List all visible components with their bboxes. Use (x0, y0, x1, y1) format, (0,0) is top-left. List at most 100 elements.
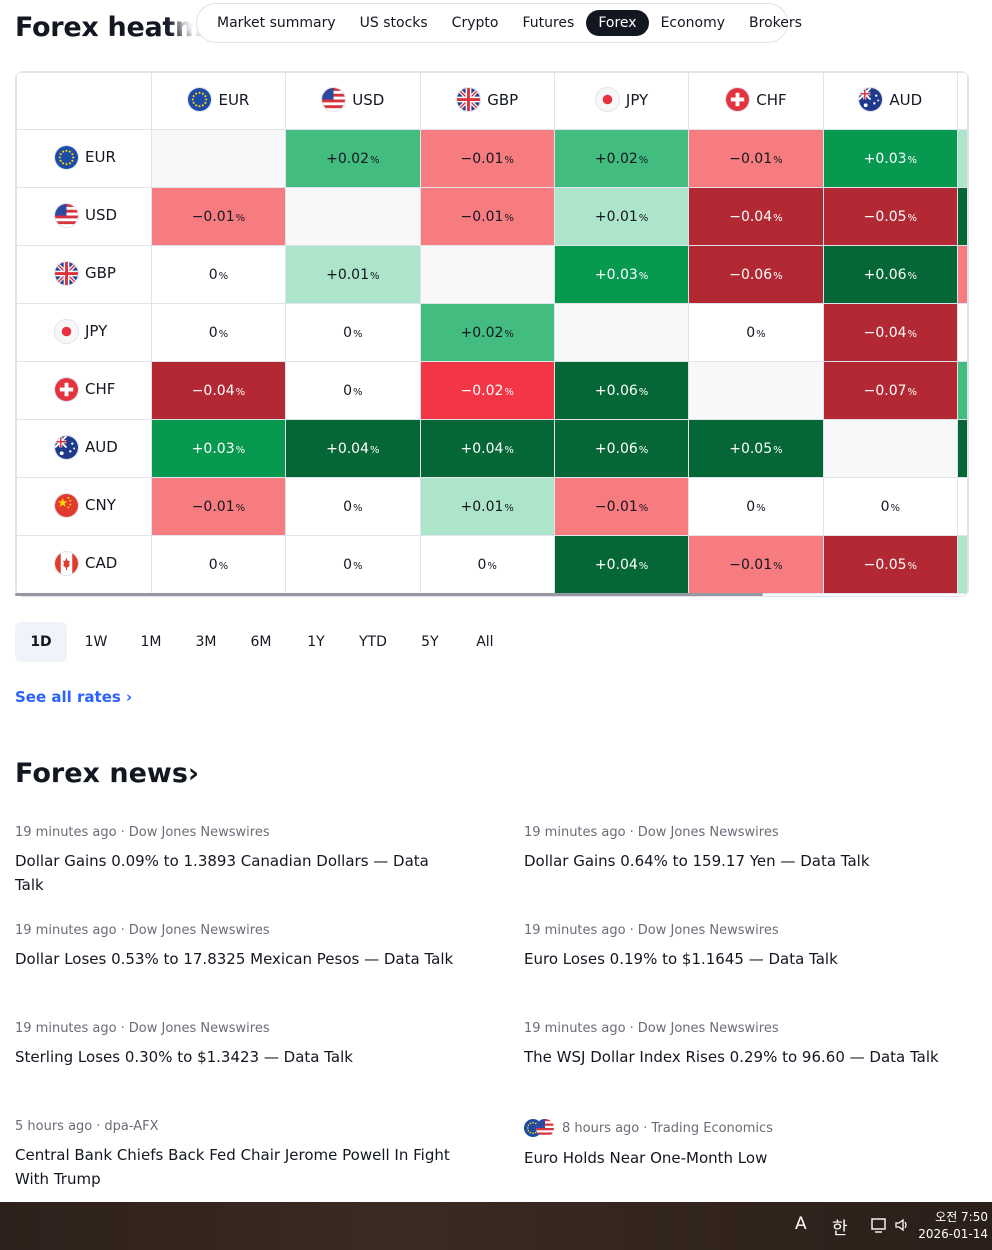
see-all-rates-link[interactable]: See all rates › (15, 688, 133, 706)
heatmap-cell[interactable]: +0.06% (553, 361, 690, 420)
forex-news-title[interactable]: Forex news› (15, 758, 200, 789)
period-1w[interactable]: 1W (84, 634, 108, 650)
heatmap-cell[interactable]: 0% (285, 303, 421, 362)
tab-futures[interactable]: Futures (522, 15, 575, 31)
news-headline[interactable]: Euro Loses 0.19% to $1.1645 — Data Talk (524, 950, 838, 968)
tab-economy[interactable]: Economy (660, 15, 726, 31)
heatmap-cell[interactable]: +0.05% (688, 419, 824, 478)
heatmap-cell[interactable]: −0.01% (419, 187, 555, 246)
heatmap-cell[interactable]: +0.03% (822, 129, 959, 188)
heatmap-cell[interactable]: 0% (822, 477, 959, 536)
system-clock[interactable]: 오전 7:50 2026-01-14 (918, 1209, 988, 1243)
news-item[interactable]: 19 minutes ago · Dow Jones Newswires Dollar… (15, 825, 455, 897)
heatmap-cell[interactable]: −0.05% (822, 187, 959, 246)
heatmap-cell[interactable]: −0.02% (419, 361, 555, 420)
heatmap-cell[interactable]: −0.01% (688, 535, 824, 594)
heatmap-cell[interactable]: +0.03% (150, 419, 287, 478)
heatmap-cell[interactable]: 0% (150, 245, 287, 304)
heatmap-cell[interactable]: −0.05% (822, 535, 959, 594)
period-1d[interactable]: 1D (15, 622, 67, 662)
heatmap-cell[interactable]: +0.01% (419, 477, 555, 536)
news-headline[interactable]: Dollar Gains 0.09% to 1.3893 Canadian Do… (15, 852, 429, 894)
network-icon[interactable] (870, 1216, 888, 1239)
period-all[interactable]: All (476, 634, 494, 650)
volume-icon[interactable] (893, 1216, 911, 1239)
row-header-jpy[interactable]: JPY (16, 303, 152, 362)
heatmap-cell[interactable]: +0.04% (553, 535, 690, 594)
ime-mode-a[interactable]: A (795, 1214, 807, 1234)
heatmap-cell[interactable]: +0.02% (553, 129, 690, 188)
heatmap-cell[interactable]: −0.01% (150, 187, 287, 246)
news-headline[interactable]: Euro Holds Near One-Month Low (524, 1149, 768, 1167)
heatmap-cell[interactable]: 0% (419, 535, 555, 594)
news-item[interactable]: 19 minutes ago · Dow Jones Newswires Dollar… (15, 923, 455, 971)
row-header-aud[interactable]: AUD (16, 419, 152, 478)
heatmap-cell[interactable]: +0.04% (285, 419, 421, 478)
heatmap-cell[interactable]: −0.01% (553, 477, 690, 536)
column-header-chf[interactable]: CHF (688, 72, 824, 130)
heatmap-cell[interactable]: +0.03% (553, 245, 690, 304)
tab-brokers[interactable]: Brokers (749, 15, 802, 31)
news-item[interactable]: 19 minutes ago · Dow Jones Newswires The WS… (524, 1021, 964, 1069)
heatmap-cell[interactable]: +0.04% (419, 419, 555, 478)
row-header-usd[interactable]: USD (16, 187, 152, 246)
news-headline[interactable]: Dollar Gains 0.64% to 159.17 Yen — Data … (524, 852, 870, 870)
heatmap-cell[interactable]: +0.01% (553, 187, 690, 246)
heatmap-cell[interactable]: −0.06% (688, 245, 824, 304)
heatmap-cell[interactable]: −0.04% (688, 187, 824, 246)
tab-us-stocks[interactable]: US stocks (359, 15, 428, 31)
tab-forex[interactable]: Forex (586, 10, 649, 36)
heatmap-cell[interactable]: 0% (285, 477, 421, 536)
heatmap-cell[interactable]: −0.01% (150, 477, 287, 536)
row-header-cad[interactable]: CAD (16, 535, 152, 594)
heatmap-cell[interactable]: +0.02% (419, 303, 555, 362)
heatmap-cell[interactable]: +0.06% (553, 419, 690, 478)
horizontal-scrollbar[interactable] (15, 593, 763, 596)
heatmap-cell[interactable]: 0% (285, 361, 421, 420)
heatmap-cell[interactable]: 0% (285, 535, 421, 594)
heatmap-cell[interactable]: 0% (688, 477, 824, 536)
news-item[interactable]: 5 hours ago · dpa-AFX Central Bank Chiefs B… (15, 1119, 455, 1191)
percent-sign: % (907, 270, 918, 282)
heatmap-cell[interactable]: −0.01% (688, 129, 824, 188)
column-header-aud[interactable]: AUD (822, 72, 959, 130)
percent-sign: % (504, 154, 514, 166)
column-header-eur[interactable]: EUR (150, 72, 287, 130)
column-header-jpy[interactable]: JPY (553, 72, 690, 130)
row-header-chf[interactable]: CHF (16, 361, 152, 420)
heatmap-cell[interactable]: 0% (688, 303, 824, 362)
period-1m[interactable]: 1M (140, 634, 162, 650)
percent-sign: % (638, 270, 649, 282)
heatmap-cell[interactable]: −0.01% (419, 129, 555, 188)
tab-market-summary[interactable]: Market summary (217, 15, 336, 31)
heatmap-cell[interactable]: −0.04% (150, 361, 287, 420)
heatmap-cell[interactable]: −0.04% (822, 303, 959, 362)
period-3m[interactable]: 3M (195, 634, 217, 650)
heatmap-cell[interactable]: +0.02% (285, 129, 421, 188)
row-header-eur[interactable]: EUR (16, 129, 152, 188)
news-item[interactable]: 19 minutes ago · Dow Jones Newswires Sterli… (15, 1021, 455, 1069)
period-5y[interactable]: 5Y (421, 634, 439, 650)
column-header-gbp[interactable]: GBP (419, 72, 555, 130)
news-headline[interactable]: Sterling Loses 0.30% to $1.3423 — Data T… (15, 1048, 353, 1066)
news-headline[interactable]: Central Bank Chiefs Back Fed Chair Jerom… (15, 1146, 450, 1188)
row-header-gbp[interactable]: GBP (16, 245, 152, 304)
column-header-usd[interactable]: USD (285, 72, 421, 130)
heatmap-cell[interactable]: 0% (150, 303, 287, 362)
period-6m[interactable]: 6M (250, 634, 272, 650)
row-header-cny[interactable]: CNY (16, 477, 152, 536)
news-item[interactable]: 8 hours ago · Trading Economics Euro Holds … (524, 1119, 964, 1170)
heatmap-cell[interactable]: +0.01% (285, 245, 421, 304)
heatmap-cell[interactable]: +0.06% (822, 245, 959, 304)
news-headline[interactable]: The WSJ Dollar Index Rises 0.29% to 96.6… (524, 1048, 939, 1066)
cell-value: −0.01 (729, 150, 773, 167)
ime-mode-hangul[interactable]: 한 (832, 1219, 848, 1239)
period-ytd[interactable]: YTD (359, 634, 387, 650)
tab-crypto[interactable]: Crypto (451, 15, 499, 31)
news-item[interactable]: 19 minutes ago · Dow Jones Newswires Dollar… (524, 825, 964, 873)
heatmap-cell[interactable]: 0% (150, 535, 287, 594)
news-item[interactable]: 19 minutes ago · Dow Jones Newswires Euro L… (524, 923, 964, 971)
period-1y[interactable]: 1Y (307, 634, 325, 650)
heatmap-cell[interactable]: −0.07% (822, 361, 959, 420)
news-headline[interactable]: Dollar Loses 0.53% to 17.8325 Mexican Pe… (15, 950, 454, 968)
